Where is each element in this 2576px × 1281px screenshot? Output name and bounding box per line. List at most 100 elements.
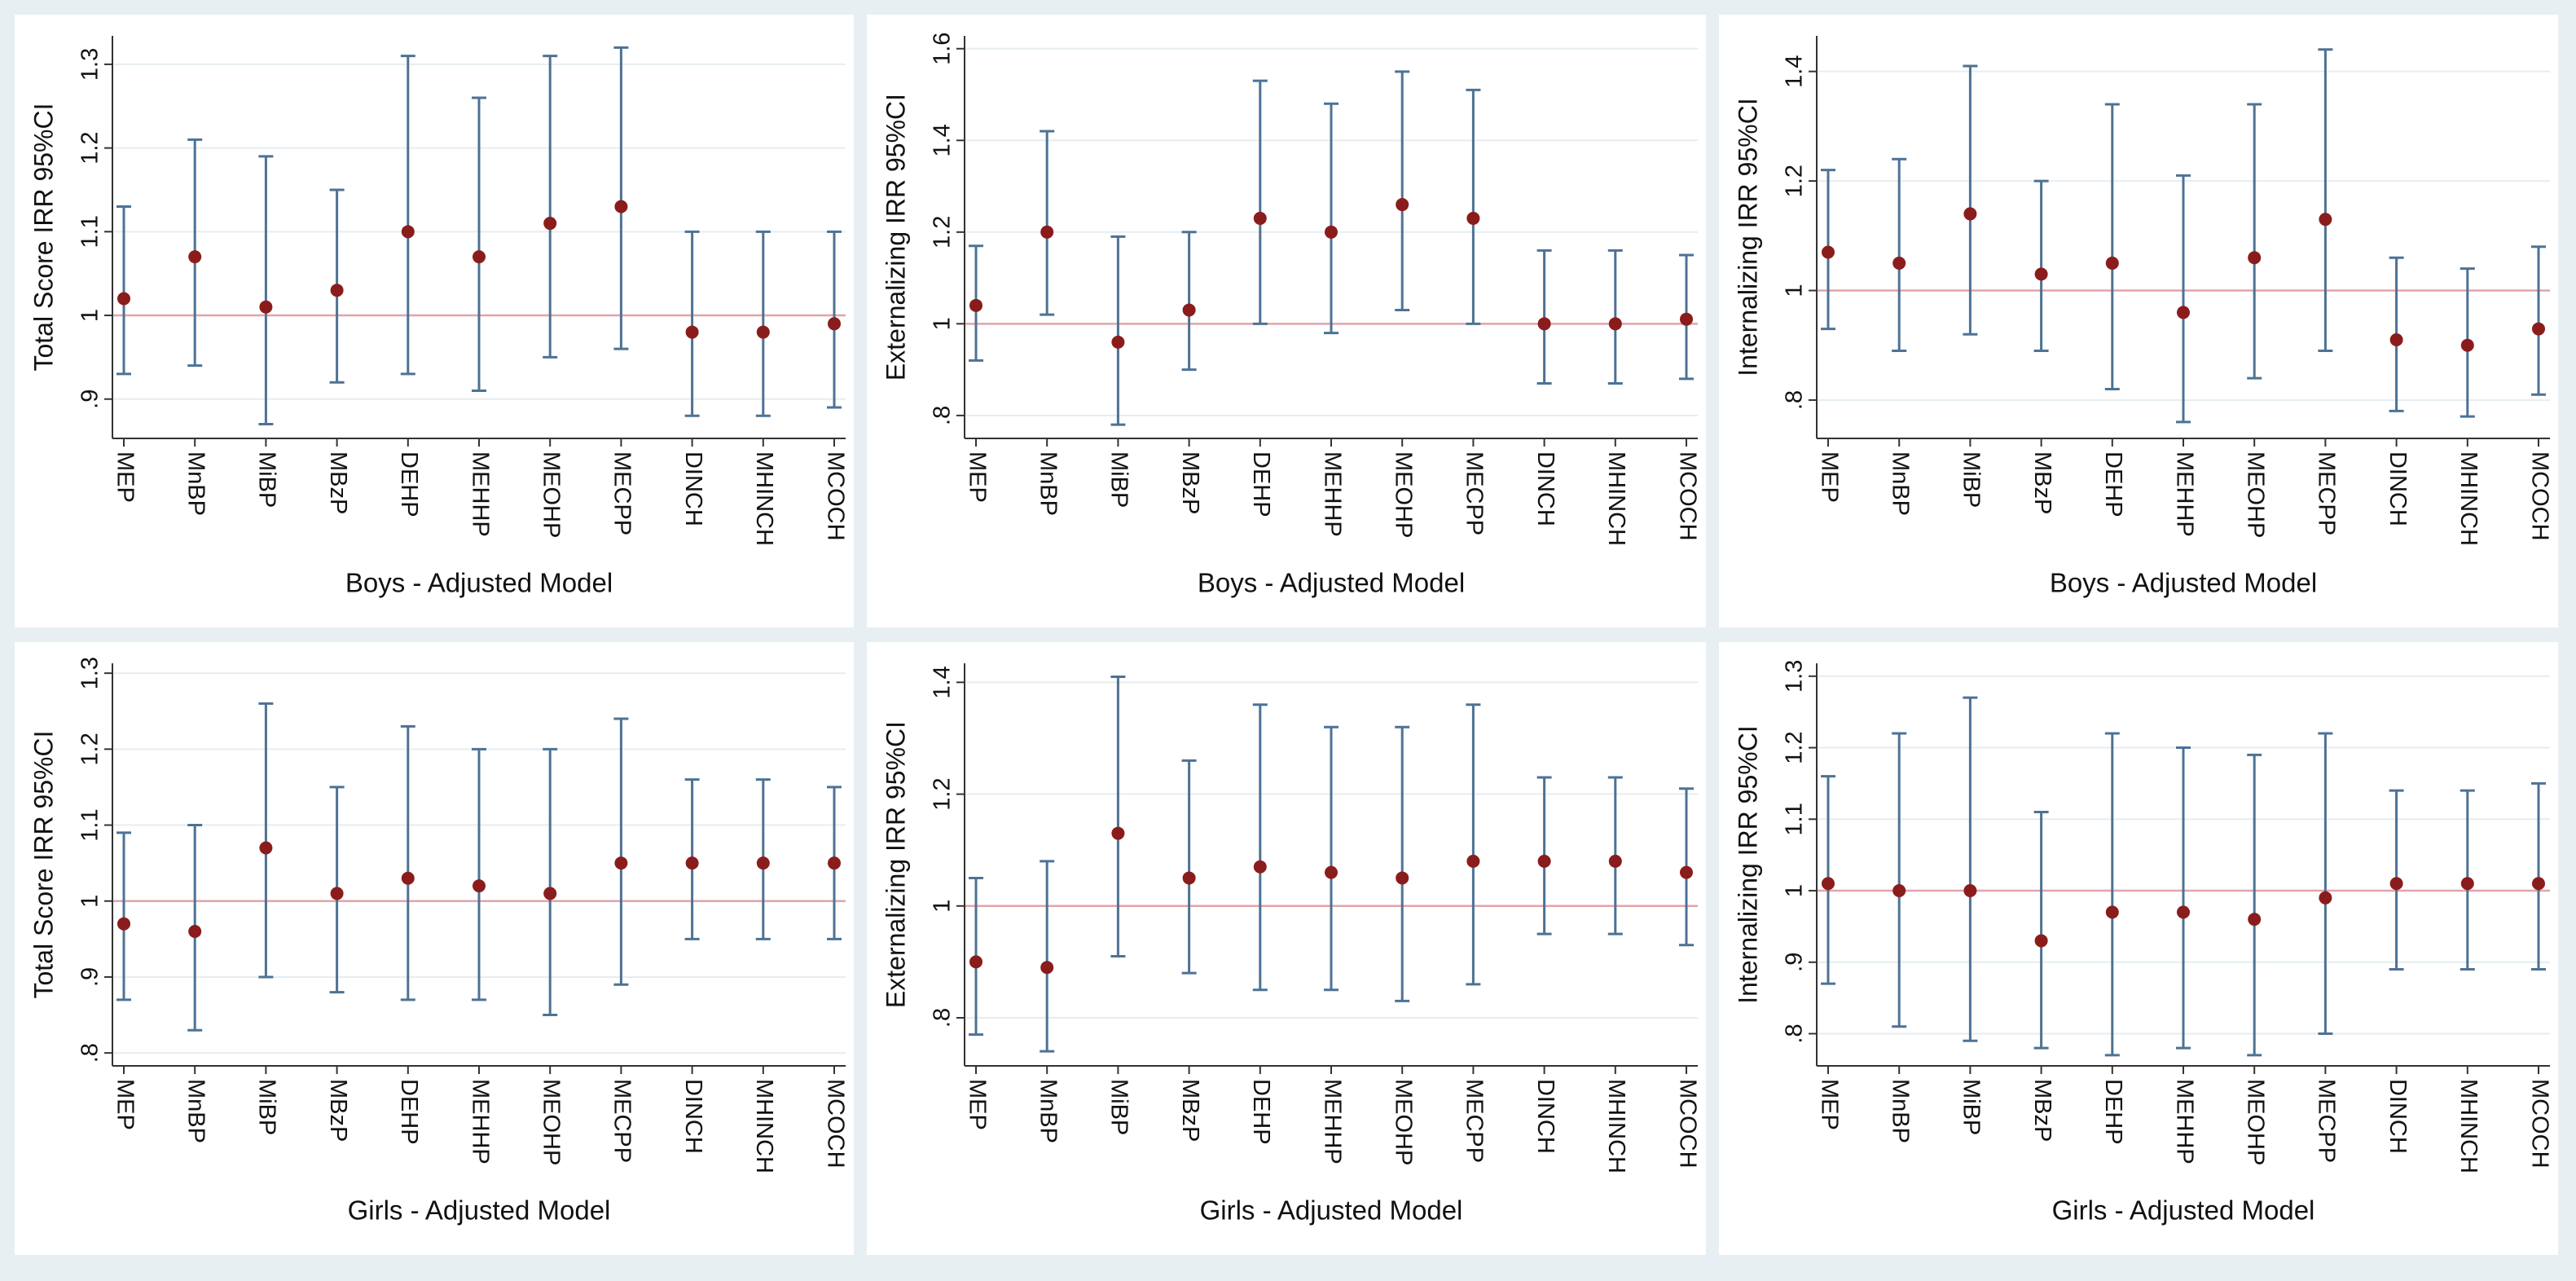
point — [2034, 934, 2048, 948]
point — [2319, 891, 2332, 905]
x-tick-label: MEHHP — [467, 1079, 493, 1164]
x-tick-label: MEOHP — [1391, 1079, 1417, 1165]
y-tick-label: 1.2 — [77, 733, 103, 765]
x-tick-label: MHINCH — [1603, 1079, 1629, 1173]
x-tick-label: DEHP — [1248, 1079, 1274, 1145]
x-tick-label: MBzP — [1177, 451, 1203, 514]
x-axis-title: Girls - Adjusted Model — [348, 1195, 611, 1226]
x-tick-label: MnBP — [1035, 451, 1062, 516]
y-tick-label: 1.4 — [1782, 55, 1808, 88]
point — [1253, 211, 1267, 225]
x-tick-label: MCOCH — [1674, 451, 1700, 541]
point — [259, 300, 273, 314]
y-axis-title: Externalizing IRR 95%CI — [881, 721, 910, 1008]
x-tick-label: MEOHP — [1391, 451, 1417, 538]
x-tick-label: MCOCH — [2526, 451, 2552, 541]
x-tick-label: MBzP — [2029, 1079, 2055, 1142]
point — [828, 856, 841, 870]
y-tick-label: 1 — [77, 895, 103, 908]
point — [1040, 961, 1054, 975]
point — [2177, 905, 2190, 919]
y-tick-label: 1.2 — [1782, 731, 1808, 764]
point — [1608, 854, 1622, 868]
y-tick-label: 1.2 — [77, 131, 103, 164]
point — [1253, 860, 1267, 874]
point — [1822, 877, 1835, 891]
point — [756, 856, 770, 870]
point — [1822, 245, 1835, 259]
point — [969, 298, 982, 312]
x-tick-label: MBzP — [325, 1079, 351, 1142]
y-tick-label: .8 — [930, 1008, 956, 1028]
point — [1182, 303, 1196, 317]
x-tick-label: MEOHP — [2243, 1079, 2269, 1165]
x-tick-label: MEHHP — [467, 451, 493, 537]
panel — [1719, 15, 2558, 627]
x-tick-label: MCOCH — [822, 1079, 848, 1169]
y-tick-label: 1.6 — [930, 33, 956, 65]
x-tick-label: DINCH — [1532, 451, 1558, 526]
point — [1537, 317, 1551, 331]
y-tick-label: .8 — [1782, 1023, 1808, 1043]
point — [2034, 267, 2048, 281]
y-tick-label: 1.1 — [1782, 803, 1808, 835]
point — [2532, 322, 2545, 336]
x-tick-label: MiBP — [1106, 451, 1132, 508]
y-axis-title: Internalizing IRR 95%CI — [1733, 725, 1762, 1003]
point — [1182, 871, 1196, 885]
x-tick-label: DEHP — [2100, 1079, 2126, 1145]
point — [828, 317, 841, 331]
y-tick-label: 1 — [1782, 884, 1808, 897]
x-tick-label: MCOCH — [1674, 1079, 1700, 1169]
point — [188, 250, 202, 264]
point — [1963, 207, 1977, 221]
point — [1466, 854, 1480, 868]
panel — [15, 15, 854, 627]
x-tick-label: MBzP — [1177, 1079, 1203, 1142]
point — [1325, 865, 1338, 879]
x-tick-label: DINCH — [1532, 1079, 1558, 1154]
point — [330, 887, 344, 900]
x-tick-label: MHINCH — [1603, 451, 1629, 546]
x-tick-label: MHINCH — [751, 451, 777, 546]
x-tick-label: MiBP — [254, 1079, 280, 1135]
point — [1680, 312, 1693, 326]
y-tick-label: .8 — [1782, 390, 1808, 410]
point — [473, 250, 486, 264]
point — [1396, 871, 1409, 885]
y-tick-label: 1 — [77, 309, 103, 322]
y-tick-label: 1.2 — [930, 777, 956, 810]
panel — [15, 642, 854, 1255]
point — [2177, 306, 2190, 319]
y-tick-label: 1.2 — [930, 216, 956, 249]
point — [1466, 211, 1480, 225]
x-tick-label: MEHHP — [2171, 1079, 2197, 1164]
x-tick-label: DINCH — [2385, 451, 2411, 526]
x-tick-label: MEHHP — [2171, 451, 2197, 537]
point — [1680, 865, 1693, 879]
x-tick-label: DINCH — [680, 1079, 706, 1154]
y-tick-label: .9 — [77, 390, 103, 409]
x-tick-label: MEP — [964, 451, 990, 503]
x-tick-label: MiBP — [1106, 1079, 1132, 1135]
point — [2532, 877, 2545, 891]
x-tick-label: MBzP — [325, 451, 351, 514]
x-tick-label: MECPP — [609, 1079, 635, 1163]
x-tick-label: MnBP — [1035, 1079, 1062, 1143]
point — [2105, 905, 2119, 919]
x-tick-label: MHINCH — [2455, 1079, 2481, 1173]
y-axis-title: Externalizing IRR 95%CI — [881, 94, 910, 381]
point — [1608, 317, 1622, 331]
x-tick-label: MEOHP — [538, 1079, 565, 1165]
x-tick-label: DINCH — [680, 451, 706, 526]
x-tick-label: DEHP — [396, 451, 422, 517]
point — [2460, 877, 2474, 891]
y-tick-label: .9 — [77, 967, 103, 987]
point — [543, 217, 557, 231]
x-axis-title: Boys - Adjusted Model — [2050, 568, 2317, 598]
x-axis-title: Boys - Adjusted Model — [1198, 568, 1465, 598]
point — [614, 200, 628, 214]
x-tick-label: MEOHP — [538, 451, 565, 538]
point — [2248, 913, 2262, 927]
